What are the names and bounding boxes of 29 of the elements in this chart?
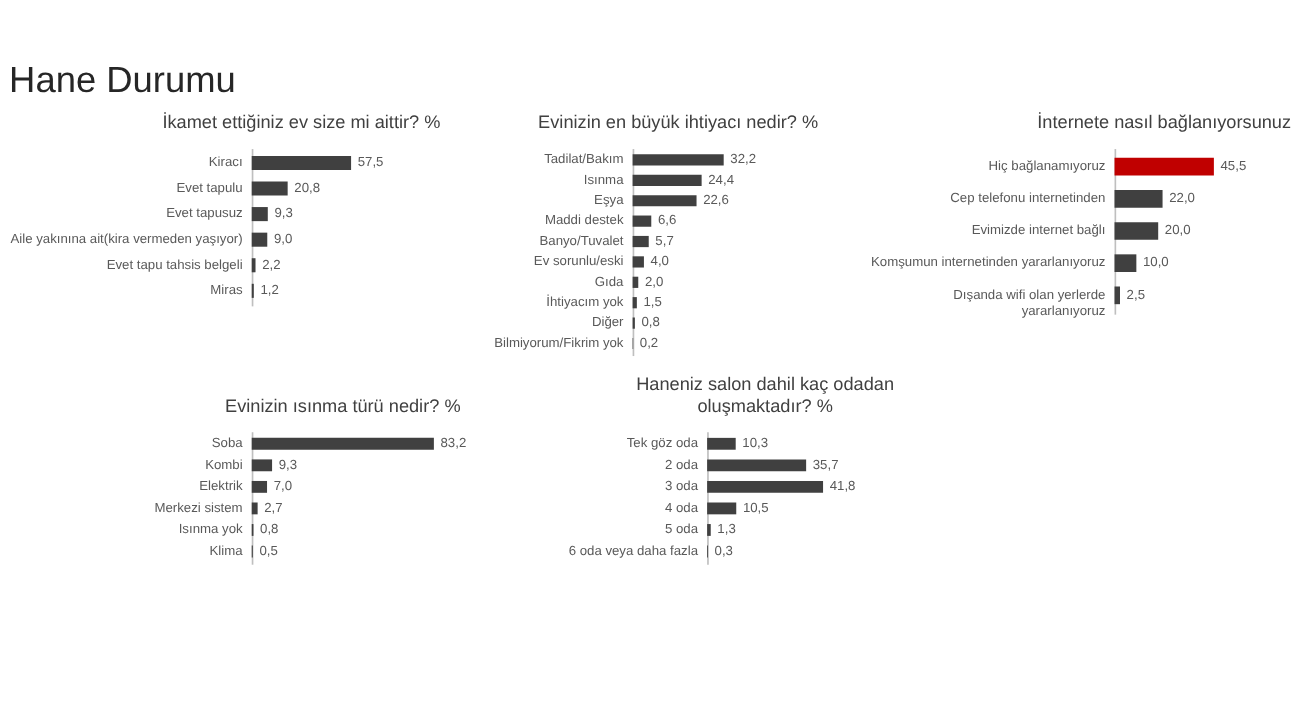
chart-title: Evinizin en büyük ihtiyacı nedir? %	[538, 112, 819, 133]
bar	[251, 502, 258, 515]
bar	[707, 502, 737, 515]
chart-title: İkamet ettiğiniz ev size mi aittir? %	[162, 112, 441, 133]
bar	[251, 437, 434, 450]
bar	[632, 215, 652, 227]
bar	[632, 195, 697, 207]
bar	[251, 232, 268, 247]
bar	[251, 459, 273, 472]
bar	[1114, 286, 1120, 305]
bar	[251, 480, 268, 493]
bar	[251, 207, 268, 222]
bar	[632, 174, 702, 186]
chart-title: İnternete nasıl bağlanıyorsunuz	[1037, 112, 1292, 133]
bar	[707, 437, 736, 450]
bar	[1114, 254, 1137, 273]
bar	[707, 480, 824, 493]
bar	[1114, 157, 1214, 176]
chart-title: Evinizin ısınma türü nedir? %	[225, 395, 461, 416]
bar	[707, 459, 807, 472]
bar	[1114, 190, 1163, 208]
bar	[632, 235, 649, 248]
bar	[251, 155, 352, 170]
bar	[632, 154, 724, 166]
text: Hane Durumu	[9, 59, 236, 100]
chart-title: Haneniz salon dahil kaç odadan oluşmaktadır? %	[636, 374, 895, 416]
bar	[251, 181, 288, 196]
bar	[1114, 222, 1159, 240]
bar	[632, 256, 644, 268]
